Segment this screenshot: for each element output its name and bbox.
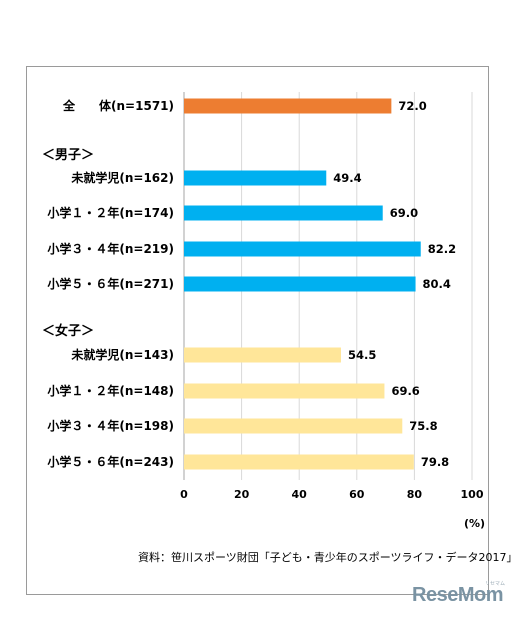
category-label-1: 未就学児(n=162) [70,170,174,185]
value-label-3: 82.2 [428,242,456,256]
resemom-logo: ReseMom [412,584,503,606]
bar-5 [184,347,341,363]
category-label-5: 未就学児(n=143) [70,347,174,362]
group-label-0: ＜男子＞ [42,148,94,163]
value-label-0: 72.0 [398,99,426,113]
bar-8 [184,454,414,470]
value-label-2: 69.0 [390,206,418,220]
x-tick-label-40: 40 [292,488,308,501]
bar-4 [184,276,416,292]
value-label-5: 54.5 [348,348,376,362]
value-label-8: 79.8 [421,455,449,469]
category-label-3: 小学３・４年(n=219) [47,241,174,256]
category-label-7: 小学３・４年(n=198) [47,418,174,433]
value-label-1: 49.4 [333,171,361,185]
bar-6 [184,383,385,399]
bar-2 [184,205,383,221]
value-label-4: 80.4 [423,277,451,291]
x-tick-label-100: 100 [461,488,484,501]
value-label-6: 69.6 [391,384,419,398]
category-label-4: 小学５・６年(n=271) [47,276,174,291]
category-label-6: 小学１・２年(n=148) [47,383,174,398]
bar-0 [184,98,392,114]
x-tick-label-20: 20 [234,488,250,501]
category-label-0: 全 体(n=1571) [62,98,174,113]
chart-frame [26,66,489,595]
unit-label: (%) [464,517,486,530]
x-tick-label-80: 80 [407,488,423,501]
group-label-1: ＜女子＞ [42,323,94,339]
resemom-logo-kana: リセマム [485,581,506,587]
category-label-2: 小学１・２年(n=174) [47,205,174,220]
source-note: 資料：笹川スポーツ財団「子ども・青少年のスポーツライフ・データ2017」 [138,551,518,564]
bar-3 [184,241,421,257]
value-label-7: 75.8 [409,419,437,433]
category-label-8: 小学５・６年(n=243) [47,454,174,469]
bar-7 [184,418,403,434]
x-tick-label-0: 0 [180,488,188,501]
x-tick-label-60: 60 [349,488,365,501]
bar-1 [184,170,327,186]
